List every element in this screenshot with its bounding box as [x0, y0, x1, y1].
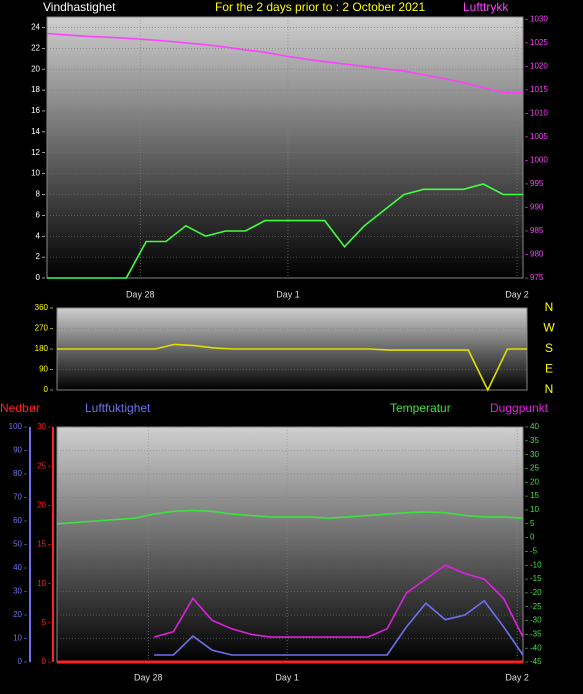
y-tick-label: 5: [530, 519, 535, 528]
y-tick-label: 10: [37, 579, 46, 588]
y-tick-label: 0: [18, 657, 23, 666]
y-tick-label: 20: [31, 64, 40, 73]
y-tick-label: 0: [36, 273, 41, 282]
y-tick-label: 35: [530, 436, 539, 445]
x-tick-label: Day 1: [276, 289, 300, 299]
y-tick-label: 90: [13, 446, 22, 455]
y-tick-label: 1005: [530, 132, 548, 141]
series-line: [47, 183, 523, 279]
y-tick-label: 15: [37, 540, 46, 549]
y-tick-label: 1025: [530, 38, 548, 47]
y-tick-label: 1000: [530, 156, 548, 165]
y-tick-label: 995: [530, 179, 544, 188]
y-tick-label: 5: [42, 618, 47, 627]
y-tick-label: -40: [530, 643, 542, 652]
y-tick-label: 4: [36, 231, 41, 240]
y-tick-label: 985: [530, 226, 544, 235]
y-tick-label: -35: [530, 629, 542, 638]
legend-entry: Lufttrykk: [463, 0, 509, 14]
y-tick-label: 80: [13, 469, 22, 478]
y-tick-label: 8: [36, 190, 41, 199]
direction-label: N: [545, 300, 554, 314]
y-tick-label: 60: [13, 516, 22, 525]
series-line: [154, 599, 524, 656]
chart-title: For the 2 days prior to : 2 October 2021: [215, 0, 425, 14]
y-tick-label: 30: [13, 587, 22, 596]
series-line: [153, 564, 524, 638]
series-line: [57, 343, 527, 392]
y-tick-label: -15: [530, 574, 542, 583]
x-tick-label: Day 2: [505, 289, 529, 299]
plot-area: [46, 16, 524, 279]
x-tick-label: Day 1: [275, 672, 299, 682]
y-tick-label: 12: [31, 148, 40, 157]
legend-entry: Vindhastighet: [43, 0, 116, 14]
y-tick-label: 360: [35, 303, 49, 312]
y-tick-label: 18: [31, 85, 40, 94]
y-tick-label: -30: [530, 616, 542, 625]
series-line: [46, 32, 523, 94]
y-tick-label: 10: [31, 169, 40, 178]
y-tick-label: -10: [530, 560, 542, 569]
x-tick-label: Day 28: [134, 672, 163, 682]
direction-label: N: [545, 382, 554, 396]
y-tick-label: 0: [42, 657, 47, 666]
y-tick-label: 100: [9, 422, 23, 431]
y-tick-label: -45: [530, 657, 542, 666]
y-tick-label: 180: [35, 344, 49, 353]
y-tick-label: 980: [530, 250, 544, 259]
y-tick-label: 2: [36, 252, 41, 261]
legend-entry: Luftfuktighet: [85, 401, 151, 415]
y-tick-label: 70: [13, 493, 22, 502]
y-tick-label: 270: [35, 324, 49, 333]
x-tick-label: Day 28: [126, 289, 155, 299]
y-tick-label: 16: [31, 106, 40, 115]
series-line: [56, 509, 524, 525]
y-tick-label: 90: [39, 365, 48, 374]
y-tick-label: 1010: [530, 109, 548, 118]
y-tick-label: 40: [13, 563, 22, 572]
direction-label: S: [545, 341, 553, 355]
direction-label: E: [545, 362, 553, 376]
y-tick-label: 30: [37, 422, 46, 431]
y-tick-label: -5: [530, 547, 538, 556]
y-tick-label: 1015: [530, 85, 548, 94]
y-tick-label: -20: [530, 588, 542, 597]
y-tick-label: 22: [31, 43, 40, 52]
y-tick-label: 20: [13, 610, 22, 619]
y-tick-label: 30: [530, 450, 539, 459]
y-tick-label: 10: [530, 505, 539, 514]
y-tick-label: -25: [530, 602, 542, 611]
y-tick-label: 990: [530, 203, 544, 212]
y-tick-label: 1030: [530, 14, 548, 23]
legend-entry: Duggpunkt: [490, 401, 549, 415]
y-tick-label: 0: [530, 533, 535, 542]
y-tick-label: 15: [530, 491, 539, 500]
y-tick-label: 10: [13, 634, 22, 643]
y-tick-label: 975: [530, 273, 544, 282]
legend-entry: Temperatur: [390, 401, 451, 415]
y-tick-label: 25: [37, 461, 46, 470]
y-tick-label: 20: [37, 500, 46, 509]
direction-label: W: [543, 321, 555, 335]
legend-entry: Nedbør: [0, 401, 40, 415]
y-tick-label: 20: [530, 477, 539, 486]
y-tick-label: 6: [36, 210, 41, 219]
y-tick-label: 14: [31, 127, 40, 136]
y-tick-label: 0: [44, 385, 49, 394]
x-tick-label: Day 2: [505, 672, 529, 682]
y-tick-label: 1020: [530, 61, 548, 70]
y-tick-label: 40: [530, 422, 539, 431]
y-tick-label: 24: [31, 23, 40, 32]
y-tick-label: 50: [13, 540, 22, 549]
y-tick-label: 25: [530, 464, 539, 473]
